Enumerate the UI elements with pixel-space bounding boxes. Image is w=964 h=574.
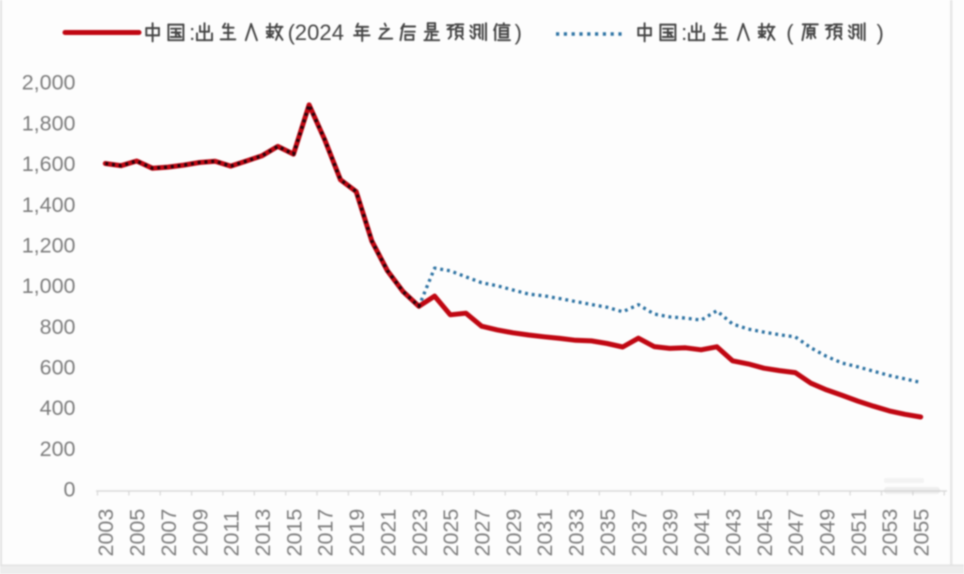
svg-text:2007: 2007 bbox=[157, 509, 181, 557]
svg-text:2049: 2049 bbox=[816, 509, 840, 557]
svg-text:800: 800 bbox=[40, 315, 76, 339]
svg-text:(: ( bbox=[786, 20, 794, 45]
svg-text:2019: 2019 bbox=[345, 509, 369, 557]
svg-text:2003: 2003 bbox=[94, 509, 118, 557]
svg-text::: : bbox=[189, 20, 195, 45]
svg-text:2023: 2023 bbox=[408, 509, 432, 557]
svg-text:2011: 2011 bbox=[220, 510, 244, 556]
svg-text:2: 2 bbox=[295, 20, 307, 45]
svg-text::: : bbox=[681, 20, 687, 45]
svg-text:2: 2 bbox=[319, 20, 331, 45]
svg-text:2053: 2053 bbox=[878, 509, 902, 557]
svg-text:2021: 2021 bbox=[376, 509, 400, 557]
svg-text:4: 4 bbox=[332, 20, 344, 45]
svg-text:1,200: 1,200 bbox=[22, 233, 76, 257]
svg-text:2013: 2013 bbox=[251, 509, 275, 557]
svg-text:): ) bbox=[877, 20, 884, 45]
svg-text:0: 0 bbox=[307, 20, 319, 45]
svg-text:2029: 2029 bbox=[502, 509, 526, 557]
svg-text:2017: 2017 bbox=[314, 509, 338, 557]
svg-text:(: ( bbox=[288, 20, 296, 45]
svg-text:2041: 2041 bbox=[690, 509, 714, 557]
svg-text:2005: 2005 bbox=[126, 509, 150, 557]
svg-text:600: 600 bbox=[40, 356, 76, 380]
svg-text:1,000: 1,000 bbox=[22, 274, 76, 298]
svg-text:2039: 2039 bbox=[659, 509, 683, 557]
svg-text:1,600: 1,600 bbox=[22, 152, 76, 176]
svg-text:2047: 2047 bbox=[784, 509, 808, 557]
svg-text:1,400: 1,400 bbox=[22, 193, 76, 217]
svg-text:1,800: 1,800 bbox=[22, 111, 76, 135]
svg-text:2055: 2055 bbox=[910, 509, 934, 557]
svg-text:2043: 2043 bbox=[721, 509, 745, 557]
svg-text:): ) bbox=[515, 20, 522, 45]
svg-text:2015: 2015 bbox=[282, 509, 306, 557]
svg-text:400: 400 bbox=[40, 396, 76, 420]
svg-text:2045: 2045 bbox=[753, 509, 777, 557]
svg-text:2035: 2035 bbox=[596, 509, 620, 557]
svg-text:2,000: 2,000 bbox=[22, 71, 76, 95]
svg-text:2051: 2051 bbox=[847, 509, 871, 557]
svg-text:2033: 2033 bbox=[565, 509, 589, 557]
svg-text:2027: 2027 bbox=[471, 509, 495, 557]
svg-text:2009: 2009 bbox=[188, 509, 212, 557]
svg-text:0: 0 bbox=[64, 478, 76, 502]
svg-text:2025: 2025 bbox=[439, 509, 463, 557]
svg-text:2037: 2037 bbox=[627, 509, 651, 557]
svg-text:2031: 2031 bbox=[533, 509, 557, 557]
svg-text:200: 200 bbox=[40, 437, 76, 461]
